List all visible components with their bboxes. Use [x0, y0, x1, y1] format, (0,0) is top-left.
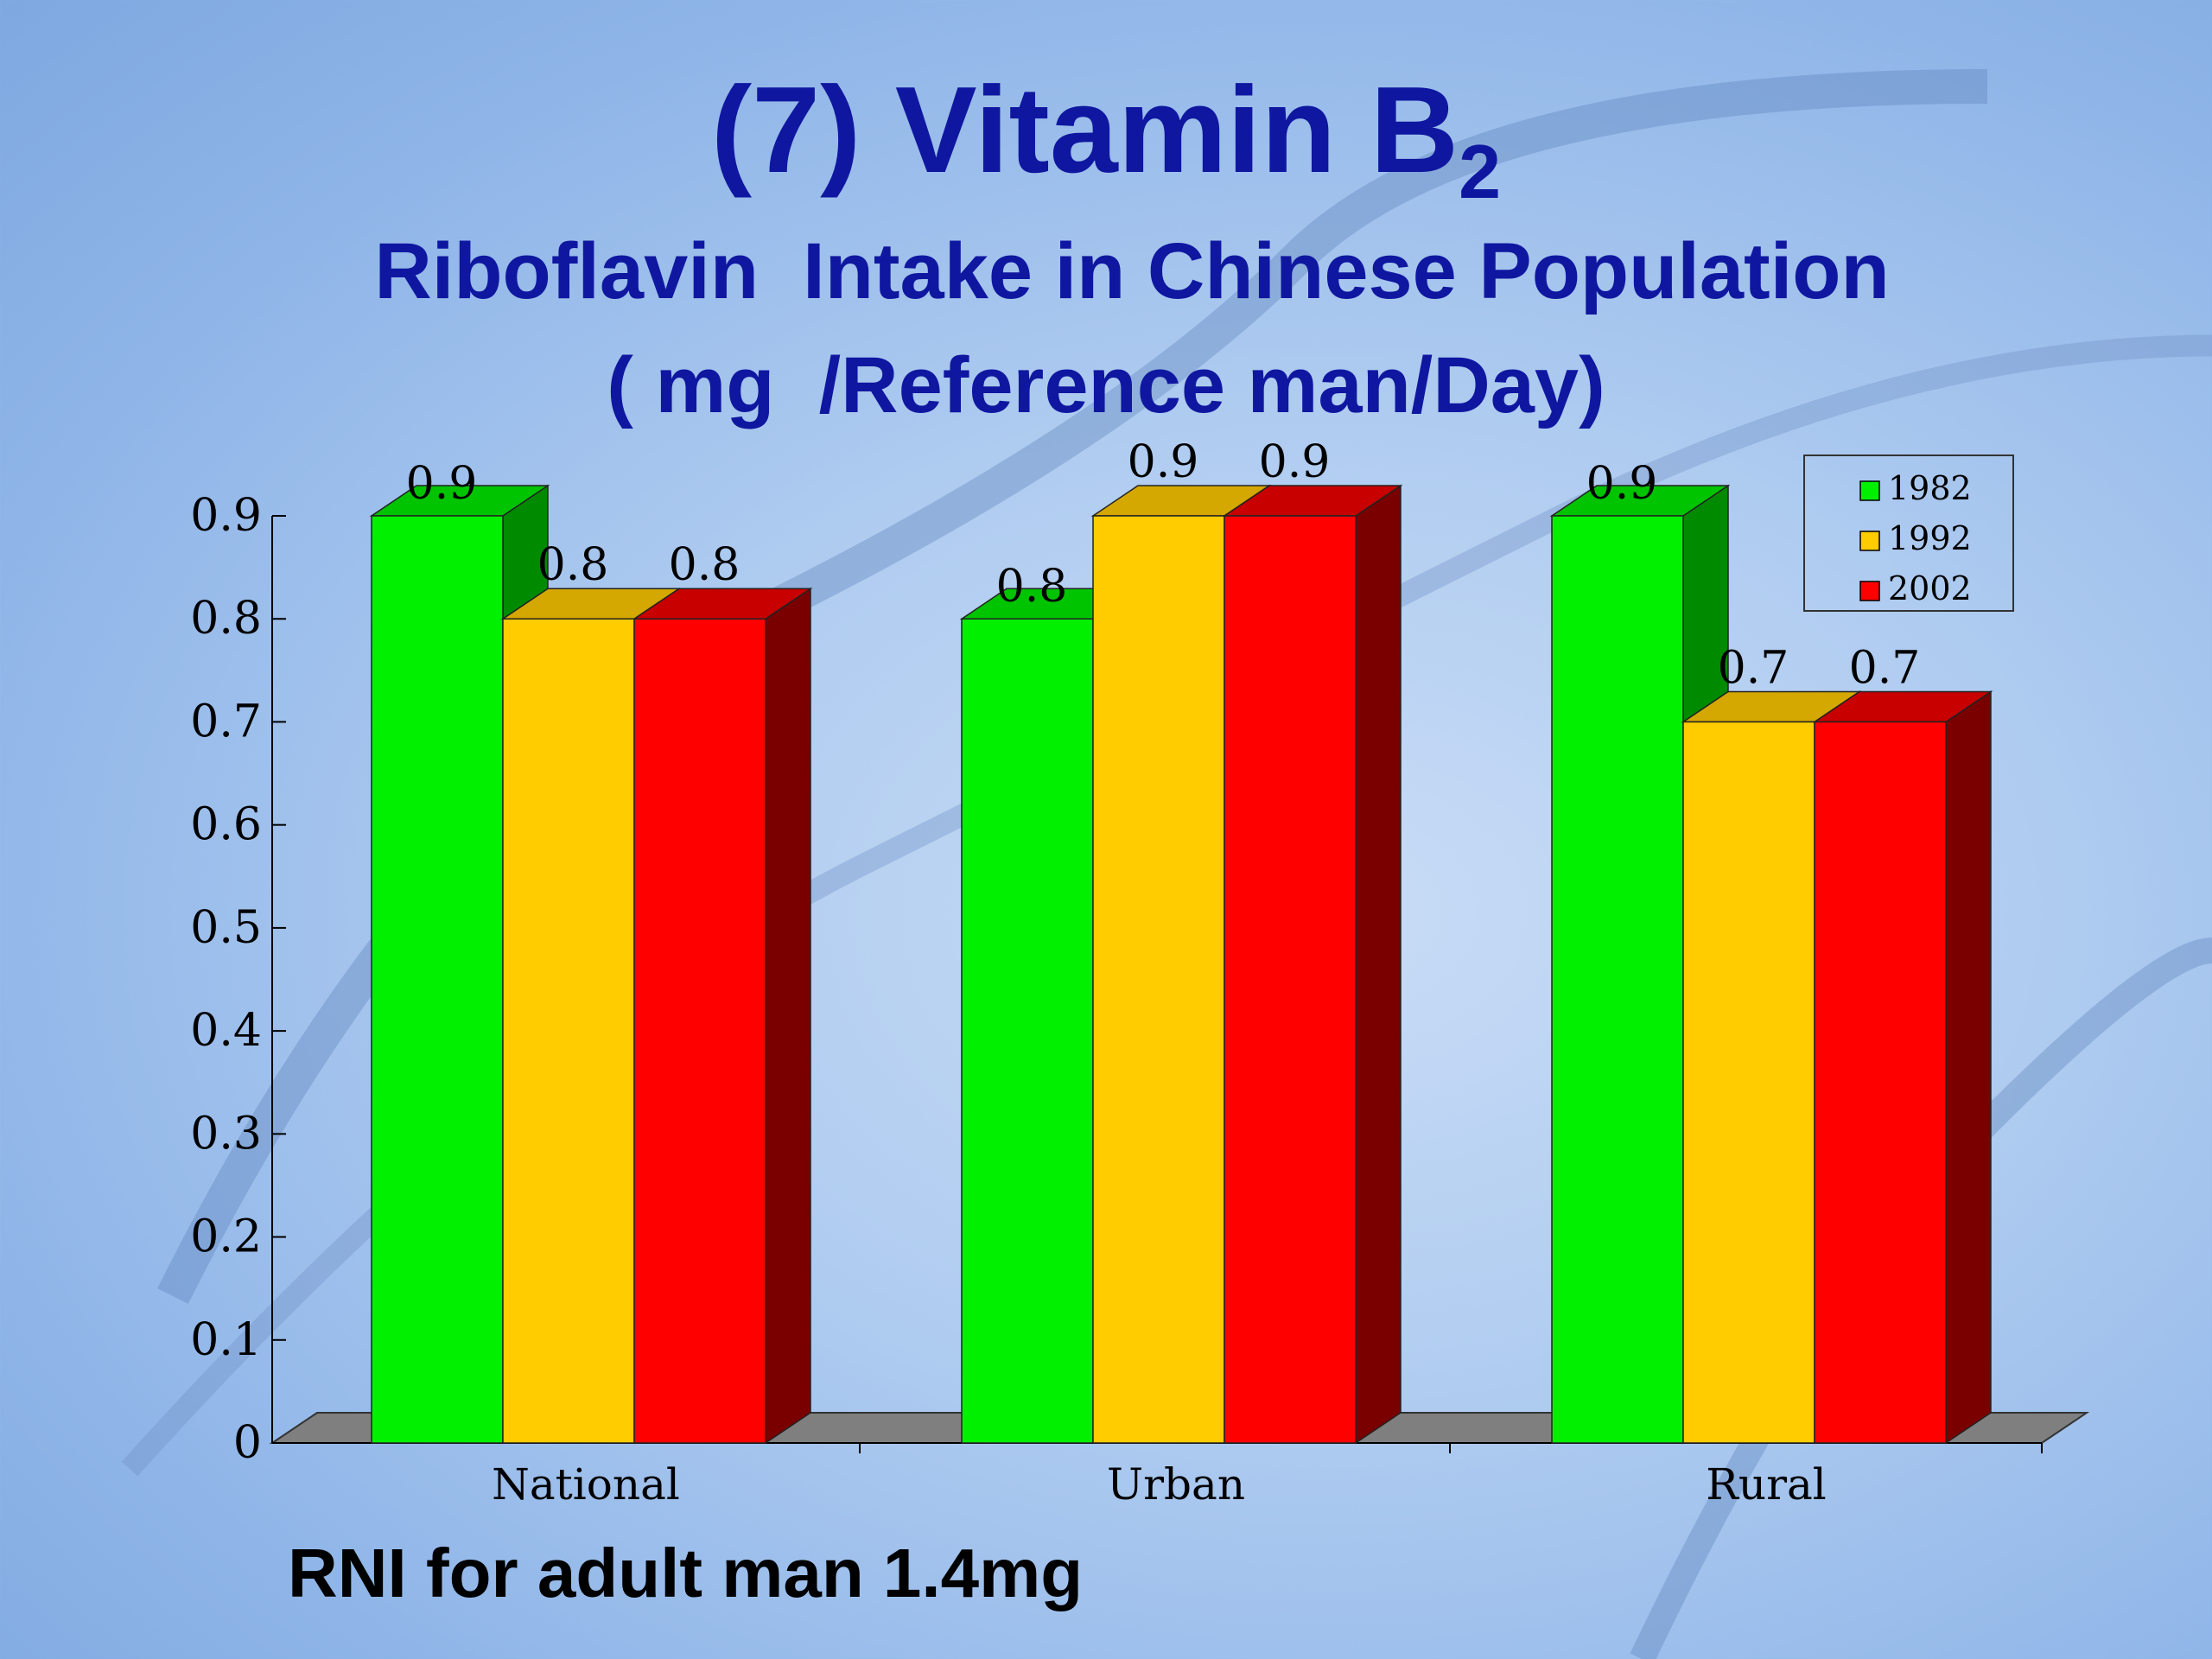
data-label: 0.7	[1718, 642, 1789, 694]
legend-swatch-1982	[1859, 480, 1880, 501]
legend-box	[1803, 454, 2014, 612]
legend-label: 1992	[1888, 519, 1972, 557]
data-label: 0.8	[996, 561, 1068, 613]
bar-2002-urban	[1224, 515, 1357, 1444]
bar-side-2002-national	[765, 587, 811, 1445]
y-tick-label: 0.6	[190, 799, 262, 851]
slide-title: (7) Vitamin B2	[0, 69, 2212, 210]
y-tick-label: 0.7	[190, 696, 262, 747]
data-label: 0.9	[1586, 458, 1658, 510]
x-category-label: Rural	[1706, 1459, 1827, 1510]
bar-1992-urban	[1092, 515, 1225, 1444]
data-label: 0.8	[669, 539, 741, 591]
legend-label: 1982	[1888, 469, 1972, 507]
data-label: 0.7	[1849, 642, 1921, 694]
y-tick-label: 0.3	[190, 1108, 262, 1160]
slide-title-text: (7) Vitamin B	[710, 61, 1459, 199]
y-tick-label: 0.9	[190, 490, 262, 542]
bar-2002-national	[633, 618, 766, 1444]
y-tick-label: 0.5	[190, 902, 262, 954]
data-label: 0.9	[1259, 436, 1331, 488]
y-tick-label: 0.1	[190, 1314, 262, 1366]
data-label: 0.9	[1128, 436, 1199, 488]
bar-1992-national	[502, 618, 635, 1444]
legend-label: 2002	[1888, 569, 1972, 607]
legend-swatch-2002	[1859, 581, 1880, 601]
rni-footnote: RNI for adult man 1.4mg	[288, 1535, 1084, 1611]
slide-units: ( mg /Reference man/Day)	[607, 341, 1605, 429]
y-tick-label: 0.4	[190, 1005, 262, 1057]
data-label: 0.9	[406, 458, 478, 510]
y-tick-label: 0	[233, 1417, 262, 1469]
bar-1992-rural	[1682, 721, 1815, 1444]
data-label: 0.8	[537, 539, 609, 591]
y-tick-label: 0.2	[190, 1211, 262, 1263]
slide-subtitle: Riboflavin Intake in Chinese Population	[374, 227, 1890, 315]
bar-side-2002-urban	[1355, 484, 1402, 1445]
legend-swatch-1992	[1859, 531, 1880, 551]
slide-title-subscript: 2	[1459, 129, 1502, 214]
bar-1982-urban	[961, 618, 1094, 1444]
bar-1982-rural	[1551, 515, 1684, 1444]
x-category-label: National	[492, 1459, 680, 1510]
bar-1982-national	[371, 515, 504, 1444]
bar-side-2002-rural	[1945, 690, 1992, 1445]
y-tick-label: 0.8	[190, 593, 262, 645]
bar-2002-rural	[1814, 721, 1947, 1444]
x-category-label: Urban	[1107, 1459, 1245, 1510]
